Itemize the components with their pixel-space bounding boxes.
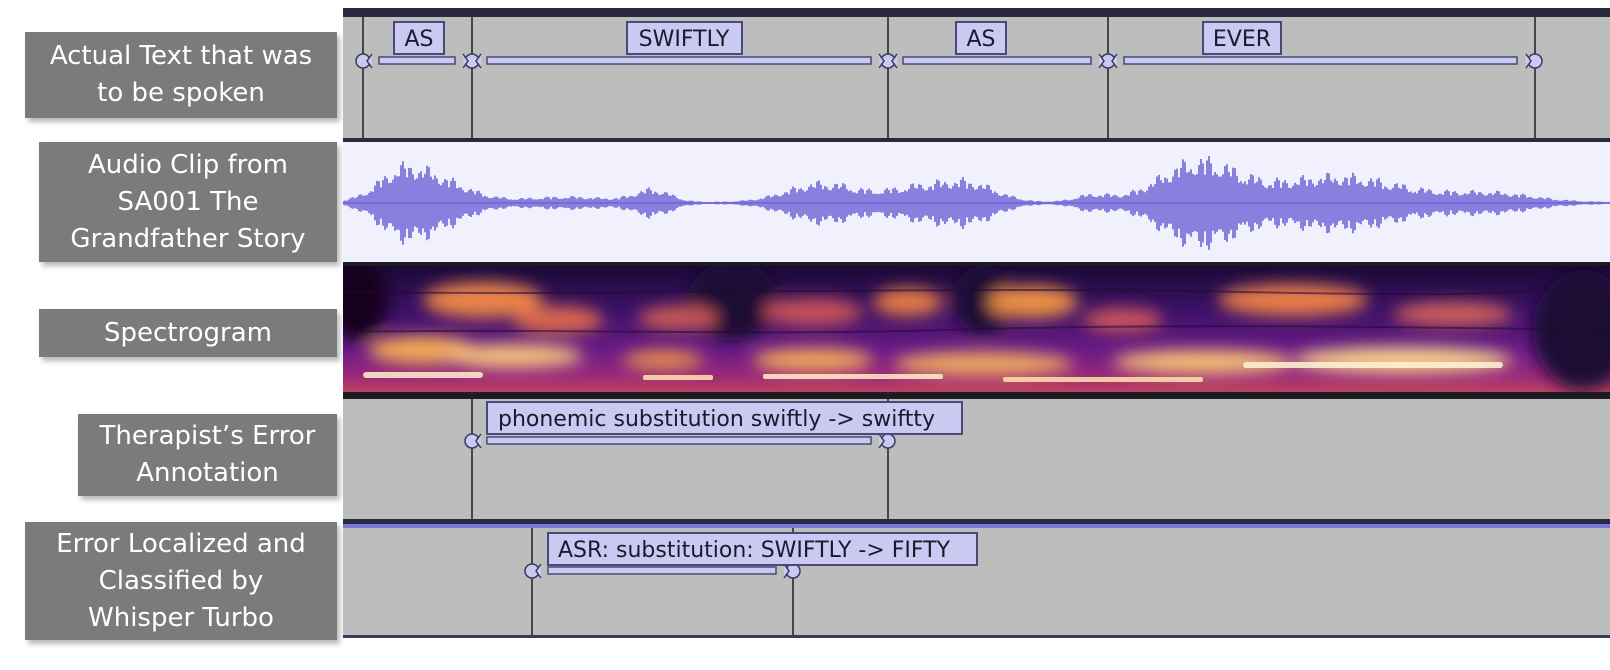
word-tag-label: EVER [1213, 27, 1271, 52]
word-segment-bar[interactable] [486, 56, 872, 65]
waveform-path [343, 156, 1610, 250]
word-tag-as-2[interactable]: AS [955, 21, 1007, 55]
tier-top-border [343, 8, 1610, 17]
word-segment-bar[interactable] [378, 56, 456, 65]
boundary-handle[interactable] [1098, 53, 1118, 69]
word-tag-as-1[interactable]: AS [393, 21, 445, 55]
label-audio-clip: Audio Clip from SA001 The Grandfather St… [39, 142, 337, 262]
asr-segment-bar[interactable] [547, 566, 777, 575]
asr-error-tag[interactable]: ASR: substitution: SWIFTLY -> FIFTY [547, 532, 978, 566]
boundary-handle[interactable] [524, 563, 542, 579]
boundary-handle[interactable] [355, 53, 373, 69]
annotation-editor: AS SWIFTLY AS EVER [343, 8, 1610, 638]
word-tag-label: AS [966, 27, 995, 52]
word-tag-label: AS [404, 27, 433, 52]
word-tag-swiftly[interactable]: SWIFTLY [626, 21, 743, 55]
therapist-segment-bar[interactable] [486, 436, 872, 445]
word-segment-bar[interactable] [902, 56, 1092, 65]
word-tag-label: SWIFTLY [639, 27, 730, 52]
boundary-handle[interactable] [464, 433, 482, 449]
label-actual-text: Actual Text that was to be spoken [25, 32, 337, 118]
label-therapist-annotation: Therapist’s Error Annotation [78, 414, 337, 496]
spectrogram [343, 266, 1610, 396]
asr-error-text: ASR: substitution: SWIFTLY -> FIFTY [558, 538, 951, 563]
boundary-handle[interactable] [462, 53, 482, 69]
audio-waveform [343, 156, 1610, 250]
label-whisper-turbo: Error Localized and Classified by Whispe… [25, 522, 337, 640]
boundary-handle[interactable] [783, 563, 801, 579]
boundary-handle[interactable] [878, 433, 896, 449]
label-spectrogram: Spectrogram [39, 309, 337, 357]
boundary-handle[interactable] [1525, 53, 1543, 69]
therapist-error-tag[interactable]: phonemic substitution swiftly -> swiftty [486, 401, 963, 435]
word-tag-ever[interactable]: EVER [1202, 21, 1282, 55]
boundary-handle[interactable] [878, 53, 898, 69]
word-segment-bar[interactable] [1123, 56, 1518, 65]
therapist-error-text: phonemic substitution swiftly -> swiftty [498, 407, 935, 432]
